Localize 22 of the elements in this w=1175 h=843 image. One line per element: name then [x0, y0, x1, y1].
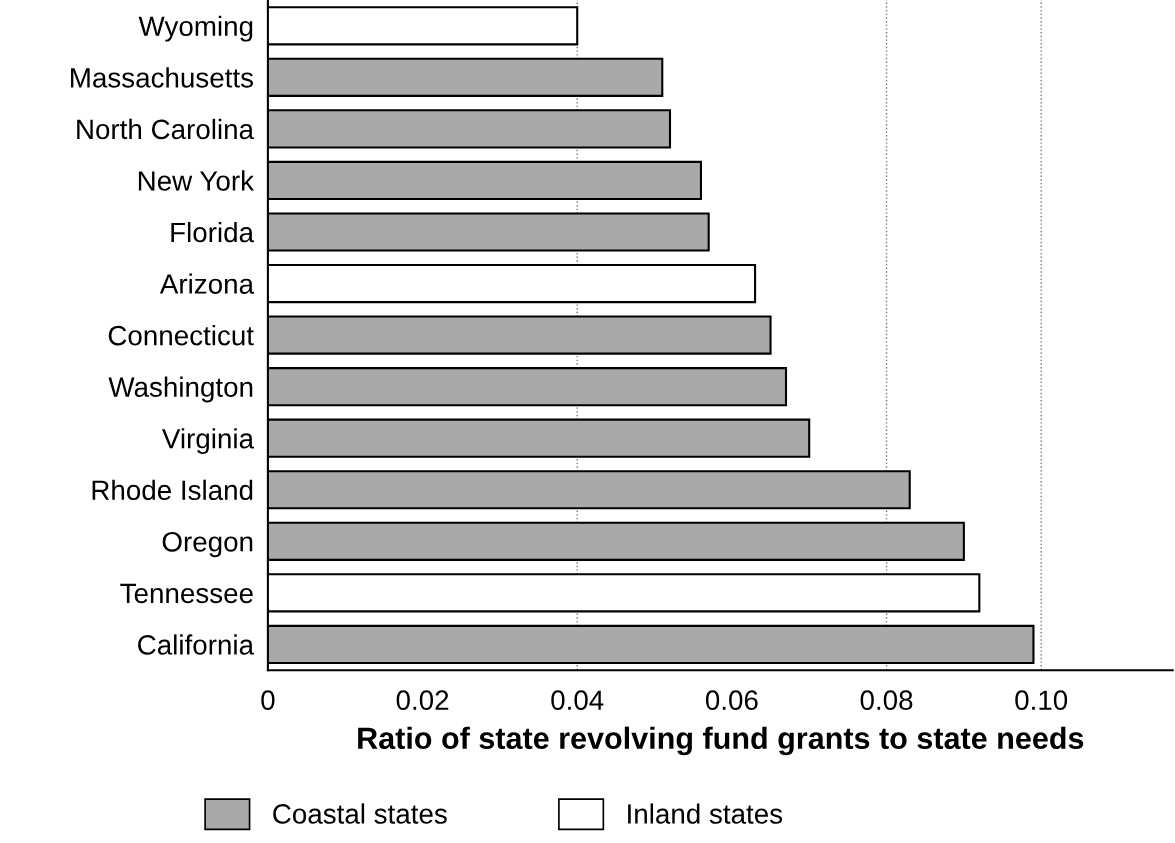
y-tick-label: Arizona — [159, 273, 255, 294]
y-tick-label: Tennessee — [120, 583, 253, 604]
x-tick-label: 0.06 — [705, 690, 758, 711]
y-tick-label: California — [138, 634, 255, 655]
x-tick-label: 0.08 — [860, 690, 913, 711]
x-tick-label: 0.02 — [396, 690, 449, 711]
y-tick-label: Virginia — [161, 428, 255, 455]
y-tick-label: North Carolina — [77, 118, 255, 140]
y-tick-label: Rhode Island — [92, 479, 253, 501]
legend-label: Inland states — [628, 803, 783, 824]
y-tick-label: Massachusetts — [71, 67, 254, 88]
y-tick-label: Florida — [171, 221, 255, 243]
x-tick-label: 0.10 — [1015, 690, 1068, 711]
x-tick-label: 0 — [261, 690, 275, 711]
y-tick-label: Connecticut — [108, 325, 254, 346]
x-tick-label: 0.04 — [551, 690, 604, 711]
x-axis-title: Ratio of state revolving fund grants to state needs — [358, 726, 1084, 756]
y-tick-label: Wyoming — [138, 15, 253, 42]
y-tick-label: New York — [138, 170, 255, 191]
y-tick-label: Washington — [108, 376, 253, 403]
legend-label: Coastal states — [273, 803, 447, 824]
y-tick-label: Oregon — [162, 531, 253, 558]
